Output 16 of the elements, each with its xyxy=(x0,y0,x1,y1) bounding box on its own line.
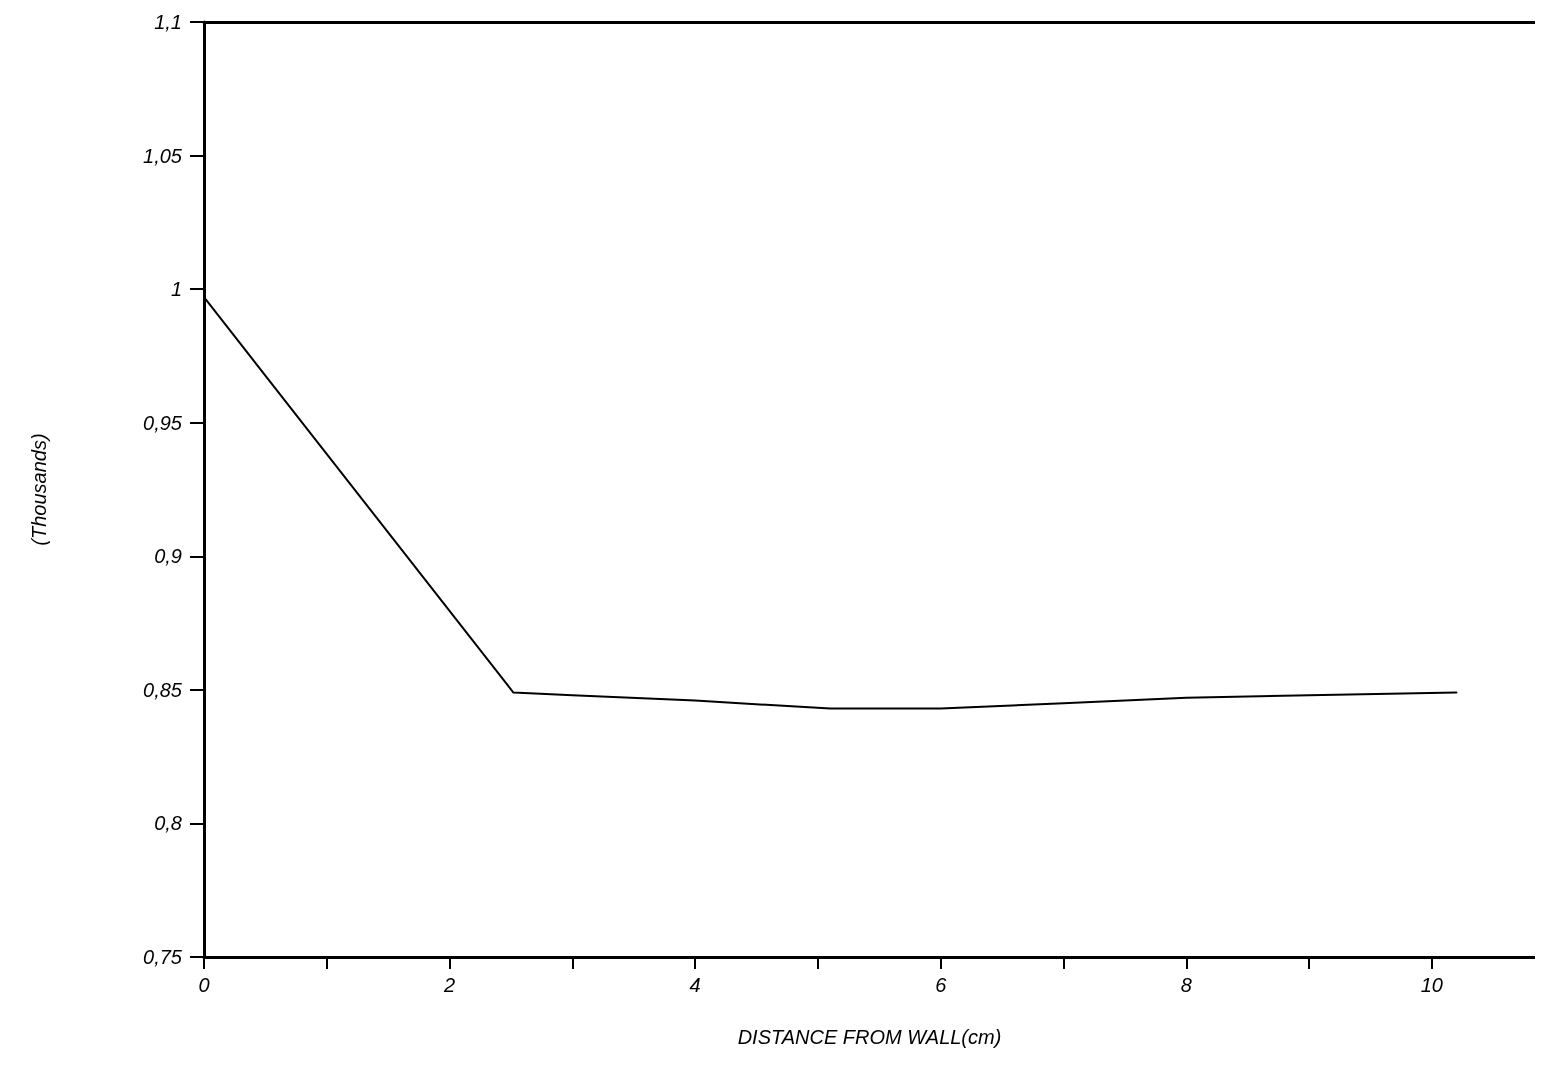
y-tick-label: 1,1 xyxy=(154,11,182,33)
y-tick-label: 0,75 xyxy=(143,946,183,968)
x-tick-label: 2 xyxy=(443,974,456,996)
y-axis-title: (Thousands) xyxy=(28,433,50,546)
y-tick-label: 0,85 xyxy=(143,678,183,701)
x-tick-label: 10 xyxy=(1420,974,1443,996)
y-tick-label: 0,95 xyxy=(143,411,183,434)
y-tick-label: 0,8 xyxy=(154,812,182,835)
y-tick-label: 0,9 xyxy=(154,545,182,568)
y-tick-label: 1 xyxy=(170,278,182,301)
y-tick-label: 1,05 xyxy=(143,144,183,167)
x-tick-label: 6 xyxy=(935,974,948,996)
x-axis-title: DISTANCE FROM WALL(cm) xyxy=(737,1026,1002,1048)
x-tick-label: 8 xyxy=(1180,974,1192,996)
x-tick-label: 4 xyxy=(689,974,701,996)
x-tick-label: 0 xyxy=(198,974,210,996)
